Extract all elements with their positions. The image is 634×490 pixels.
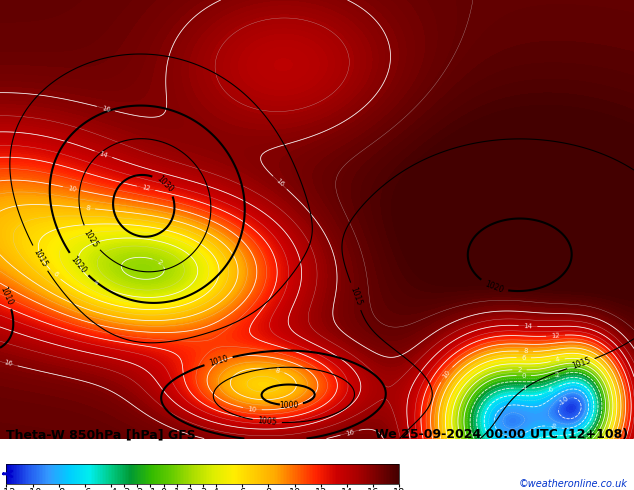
Text: 1005: 1005 — [257, 416, 277, 427]
Text: 12: 12 — [551, 332, 560, 339]
Text: -4: -4 — [521, 385, 527, 392]
Text: 10: 10 — [67, 185, 77, 193]
Text: ©weatheronline.co.uk: ©weatheronline.co.uk — [519, 479, 628, 489]
Text: 16: 16 — [3, 360, 13, 368]
Text: 16: 16 — [275, 177, 285, 188]
Text: 2: 2 — [517, 367, 522, 373]
Text: -2: -2 — [553, 371, 562, 379]
Text: 1020: 1020 — [484, 279, 505, 294]
Text: We 25-09-2024 00:00 UTC (12+108): We 25-09-2024 00:00 UTC (12+108) — [375, 428, 628, 441]
Text: -8: -8 — [550, 423, 557, 431]
Text: -10: -10 — [558, 395, 571, 407]
Text: 14: 14 — [524, 323, 533, 329]
Text: 4: 4 — [92, 279, 99, 286]
Text: 1025: 1025 — [82, 228, 100, 249]
Text: 10: 10 — [441, 369, 451, 380]
Text: 4: 4 — [555, 357, 560, 364]
Text: 1010: 1010 — [208, 354, 229, 368]
Text: 0: 0 — [521, 373, 526, 379]
Text: 6: 6 — [521, 355, 526, 361]
Text: 8: 8 — [86, 205, 91, 212]
Text: 1020: 1020 — [69, 254, 88, 275]
Text: 10: 10 — [247, 406, 257, 413]
Text: Theta-W 850hPa [hPa] GFS: Theta-W 850hPa [hPa] GFS — [6, 428, 196, 441]
Text: 8: 8 — [275, 367, 280, 374]
Text: 1010: 1010 — [0, 285, 15, 306]
Text: 2: 2 — [155, 258, 162, 266]
Text: 1000: 1000 — [278, 400, 298, 410]
Text: -6: -6 — [547, 386, 556, 394]
Text: 6: 6 — [51, 270, 59, 278]
Text: 1015: 1015 — [348, 286, 363, 307]
Text: 16: 16 — [344, 428, 355, 437]
Text: 1030: 1030 — [155, 174, 175, 194]
Text: 8: 8 — [524, 348, 528, 354]
Text: 1015: 1015 — [571, 356, 592, 371]
Text: 1015: 1015 — [31, 248, 49, 269]
Text: 14: 14 — [98, 150, 108, 159]
Text: 12: 12 — [141, 184, 151, 192]
Text: 16: 16 — [101, 105, 111, 113]
